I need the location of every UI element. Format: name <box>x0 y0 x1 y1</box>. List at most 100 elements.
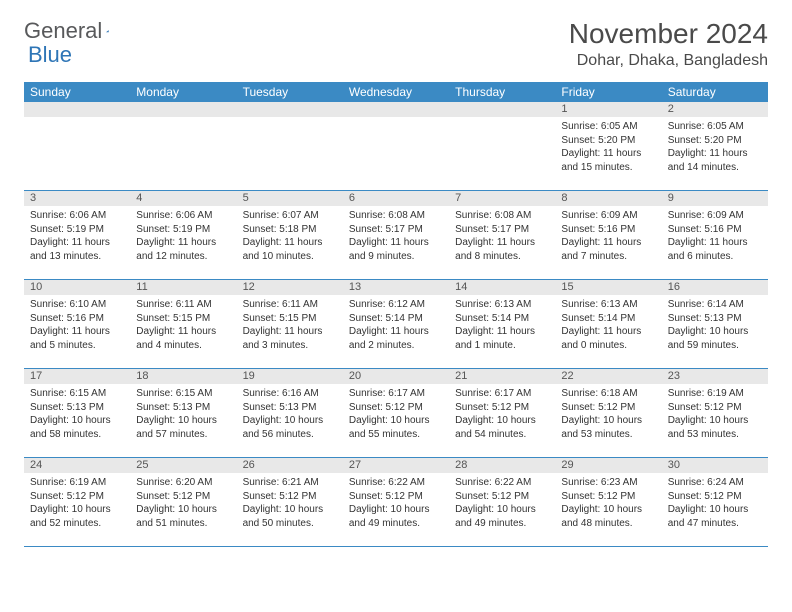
day-cell: 19Sunrise: 6:16 AMSunset: 5:13 PMDayligh… <box>237 369 343 457</box>
day-info-line: Sunset: 5:15 PM <box>136 312 230 326</box>
day-info-line: Sunset: 5:18 PM <box>243 223 337 237</box>
weekday-header-cell: Friday <box>555 82 661 102</box>
day-cell: 27Sunrise: 6:22 AMSunset: 5:12 PMDayligh… <box>343 458 449 546</box>
week-row: 10Sunrise: 6:10 AMSunset: 5:16 PMDayligh… <box>24 280 768 369</box>
day-info-line: Sunset: 5:12 PM <box>349 401 443 415</box>
day-info-line: Sunset: 5:12 PM <box>136 490 230 504</box>
day-cell <box>449 102 555 190</box>
day-body: Sunrise: 6:19 AMSunset: 5:12 PMDaylight:… <box>662 384 768 447</box>
day-cell: 1Sunrise: 6:05 AMSunset: 5:20 PMDaylight… <box>555 102 661 190</box>
day-number: 22 <box>555 369 661 384</box>
day-info-line: Daylight: 10 hours and 57 minutes. <box>136 414 230 441</box>
day-info-line: Sunrise: 6:06 AM <box>30 209 124 223</box>
day-number: 7 <box>449 191 555 206</box>
day-info-line: Daylight: 11 hours and 10 minutes. <box>243 236 337 263</box>
day-body: Sunrise: 6:05 AMSunset: 5:20 PMDaylight:… <box>662 117 768 180</box>
calendar: SundayMondayTuesdayWednesdayThursdayFrid… <box>24 82 768 547</box>
day-cell: 18Sunrise: 6:15 AMSunset: 5:13 PMDayligh… <box>130 369 236 457</box>
day-cell: 25Sunrise: 6:20 AMSunset: 5:12 PMDayligh… <box>130 458 236 546</box>
day-info-line: Sunrise: 6:23 AM <box>561 476 655 490</box>
day-info-line: Sunrise: 6:20 AM <box>136 476 230 490</box>
day-number: 20 <box>343 369 449 384</box>
day-info-line: Sunrise: 6:11 AM <box>243 298 337 312</box>
day-info-line: Sunset: 5:12 PM <box>561 401 655 415</box>
day-info-line: Daylight: 10 hours and 56 minutes. <box>243 414 337 441</box>
weekday-header-cell: Sunday <box>24 82 130 102</box>
day-number: 18 <box>130 369 236 384</box>
day-info-line: Daylight: 10 hours and 49 minutes. <box>455 503 549 530</box>
day-info-line: Sunset: 5:16 PM <box>668 223 762 237</box>
day-body: Sunrise: 6:14 AMSunset: 5:13 PMDaylight:… <box>662 295 768 358</box>
day-info-line: Daylight: 10 hours and 54 minutes. <box>455 414 549 441</box>
day-cell: 20Sunrise: 6:17 AMSunset: 5:12 PMDayligh… <box>343 369 449 457</box>
day-info-line: Sunset: 5:12 PM <box>455 490 549 504</box>
day-info-line: Sunrise: 6:17 AM <box>455 387 549 401</box>
day-cell <box>24 102 130 190</box>
day-cell: 11Sunrise: 6:11 AMSunset: 5:15 PMDayligh… <box>130 280 236 368</box>
weekday-header-cell: Wednesday <box>343 82 449 102</box>
day-info-line: Sunset: 5:20 PM <box>668 134 762 148</box>
day-info-line: Sunrise: 6:14 AM <box>668 298 762 312</box>
day-body: Sunrise: 6:09 AMSunset: 5:16 PMDaylight:… <box>662 206 768 269</box>
day-info-line: Sunset: 5:13 PM <box>243 401 337 415</box>
day-number: 12 <box>237 280 343 295</box>
day-info-line: Sunrise: 6:17 AM <box>349 387 443 401</box>
day-number: 15 <box>555 280 661 295</box>
day-body <box>237 117 343 126</box>
week-row: 17Sunrise: 6:15 AMSunset: 5:13 PMDayligh… <box>24 369 768 458</box>
day-info-line: Sunrise: 6:13 AM <box>561 298 655 312</box>
day-info-line: Daylight: 10 hours and 47 minutes. <box>668 503 762 530</box>
day-info-line: Sunrise: 6:24 AM <box>668 476 762 490</box>
day-body: Sunrise: 6:17 AMSunset: 5:12 PMDaylight:… <box>449 384 555 447</box>
day-body: Sunrise: 6:24 AMSunset: 5:12 PMDaylight:… <box>662 473 768 536</box>
day-number: 10 <box>24 280 130 295</box>
day-number: 30 <box>662 458 768 473</box>
day-info-line: Sunset: 5:16 PM <box>30 312 124 326</box>
day-cell: 14Sunrise: 6:13 AMSunset: 5:14 PMDayligh… <box>449 280 555 368</box>
day-info-line: Daylight: 10 hours and 53 minutes. <box>668 414 762 441</box>
day-info-line: Sunrise: 6:06 AM <box>136 209 230 223</box>
day-info-line: Daylight: 11 hours and 5 minutes. <box>30 325 124 352</box>
day-body: Sunrise: 6:11 AMSunset: 5:15 PMDaylight:… <box>130 295 236 358</box>
day-body: Sunrise: 6:15 AMSunset: 5:13 PMDaylight:… <box>130 384 236 447</box>
day-number: 25 <box>130 458 236 473</box>
day-info-line: Sunset: 5:13 PM <box>136 401 230 415</box>
day-body <box>343 117 449 126</box>
day-info-line: Daylight: 10 hours and 49 minutes. <box>349 503 443 530</box>
day-cell: 12Sunrise: 6:11 AMSunset: 5:15 PMDayligh… <box>237 280 343 368</box>
day-body: Sunrise: 6:06 AMSunset: 5:19 PMDaylight:… <box>130 206 236 269</box>
weekday-header-cell: Tuesday <box>237 82 343 102</box>
day-body: Sunrise: 6:13 AMSunset: 5:14 PMDaylight:… <box>449 295 555 358</box>
day-cell <box>343 102 449 190</box>
week-row: 3Sunrise: 6:06 AMSunset: 5:19 PMDaylight… <box>24 191 768 280</box>
weekday-header-cell: Thursday <box>449 82 555 102</box>
day-body: Sunrise: 6:22 AMSunset: 5:12 PMDaylight:… <box>449 473 555 536</box>
day-cell <box>237 102 343 190</box>
day-number: 1 <box>555 102 661 117</box>
day-number: 6 <box>343 191 449 206</box>
day-info-line: Sunset: 5:12 PM <box>349 490 443 504</box>
weekday-header-cell: Monday <box>130 82 236 102</box>
day-number: 27 <box>343 458 449 473</box>
day-info-line: Sunrise: 6:11 AM <box>136 298 230 312</box>
day-number: 8 <box>555 191 661 206</box>
day-info-line: Daylight: 10 hours and 59 minutes. <box>668 325 762 352</box>
day-cell: 16Sunrise: 6:14 AMSunset: 5:13 PMDayligh… <box>662 280 768 368</box>
day-info-line: Sunrise: 6:09 AM <box>668 209 762 223</box>
day-number <box>449 102 555 117</box>
day-info-line: Sunrise: 6:07 AM <box>243 209 337 223</box>
day-body: Sunrise: 6:17 AMSunset: 5:12 PMDaylight:… <box>343 384 449 447</box>
week-row: 1Sunrise: 6:05 AMSunset: 5:20 PMDaylight… <box>24 102 768 191</box>
day-info-line: Sunrise: 6:21 AM <box>243 476 337 490</box>
day-info-line: Sunset: 5:14 PM <box>561 312 655 326</box>
day-info-line: Daylight: 11 hours and 14 minutes. <box>668 147 762 174</box>
day-number: 9 <box>662 191 768 206</box>
logo-text-1: General <box>24 18 102 44</box>
day-cell: 21Sunrise: 6:17 AMSunset: 5:12 PMDayligh… <box>449 369 555 457</box>
day-info-line: Daylight: 11 hours and 9 minutes. <box>349 236 443 263</box>
day-info-line: Daylight: 11 hours and 4 minutes. <box>136 325 230 352</box>
week-row: 24Sunrise: 6:19 AMSunset: 5:12 PMDayligh… <box>24 458 768 547</box>
day-number: 14 <box>449 280 555 295</box>
day-body: Sunrise: 6:19 AMSunset: 5:12 PMDaylight:… <box>24 473 130 536</box>
day-info-line: Sunset: 5:12 PM <box>668 490 762 504</box>
